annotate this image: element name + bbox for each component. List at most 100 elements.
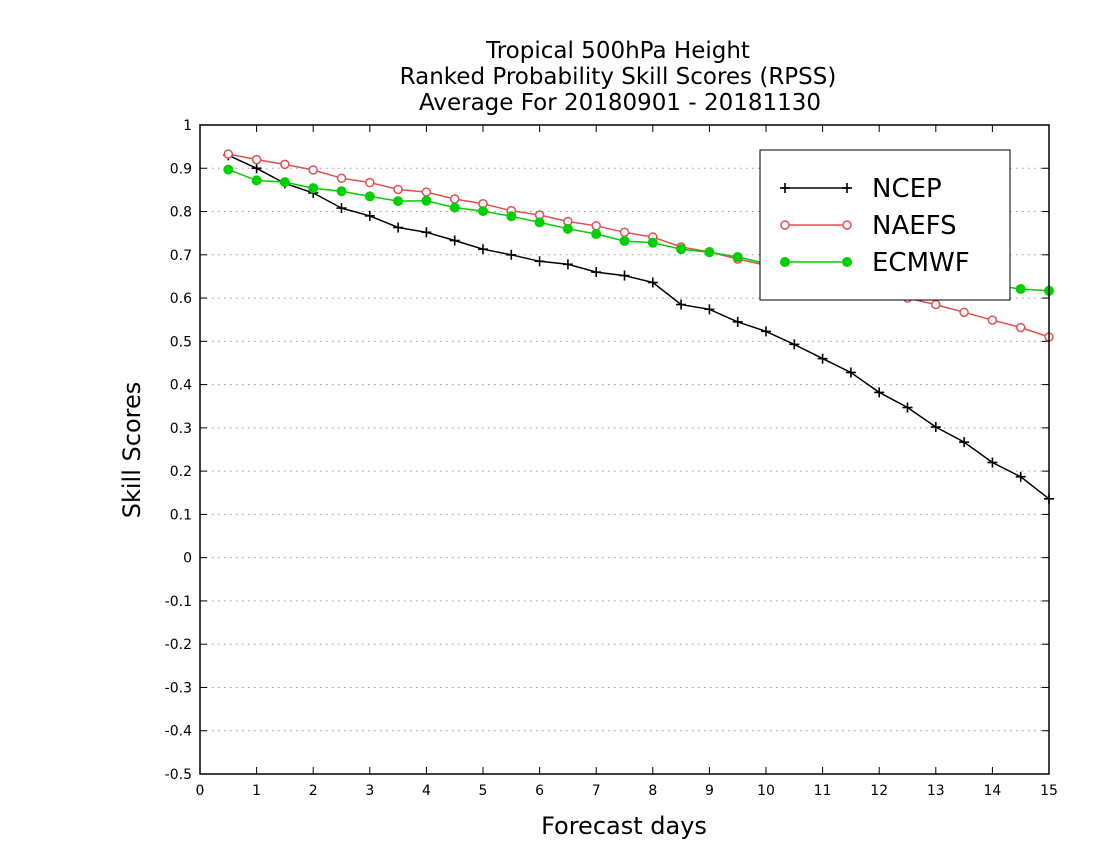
point-naefs: [336, 173, 347, 183]
point-naefs: [308, 165, 318, 175]
point-ecmwf: [676, 244, 687, 255]
point-ecmwf: [393, 196, 404, 207]
x-tick-label: 0: [196, 783, 205, 799]
point-ncep: [987, 457, 998, 468]
point-naefs: [449, 194, 460, 204]
legend: NCEP NAEFS ECMWF: [759, 149, 1011, 301]
point-ncep: [902, 402, 913, 413]
point-naefs: [393, 184, 403, 195]
x-tick-label: 7: [592, 783, 601, 799]
point-ncep: [874, 387, 885, 398]
x-tick-label: 6: [535, 783, 544, 799]
point-ecmwf: [421, 195, 432, 206]
point-ecmwf: [591, 229, 602, 240]
y-tick-label: 1: [183, 118, 192, 134]
y-tick-label: 0.5: [170, 334, 192, 350]
point-naefs: [959, 307, 969, 318]
point-ncep: [506, 249, 517, 260]
point-ecmwf: [562, 223, 573, 234]
legend-label-ncep: NCEP: [872, 174, 942, 204]
series-line-ncep: [227, 154, 1050, 500]
y-tick-label: 0: [183, 551, 192, 567]
y-tick-label: -0.5: [165, 767, 192, 783]
point-naefs: [280, 159, 290, 170]
point-ncep: [336, 203, 347, 214]
legend-marker-ncep: [780, 183, 790, 193]
point-ncep: [761, 326, 771, 337]
legend-marker-ncep: [842, 183, 852, 193]
y-tick-label: -0.2: [165, 637, 192, 653]
point-ecmwf: [478, 206, 488, 217]
chart-title-line-3: Average For 20180901 - 20181130: [419, 90, 821, 116]
point-ncep: [562, 259, 573, 270]
point-naefs: [931, 299, 941, 310]
point-ecmwf: [251, 175, 262, 186]
plot-frame: [199, 124, 1050, 775]
point-ecmwf: [534, 217, 545, 228]
y-tick-label: 0.6: [170, 291, 192, 307]
y-tick-label: 0.4: [170, 378, 192, 394]
point-ecmwf: [364, 191, 375, 202]
x-tick-label: 3: [365, 783, 374, 799]
point-ecmwf: [619, 235, 630, 246]
point-ncep: [704, 304, 715, 315]
point-ecmwf: [308, 183, 319, 194]
point-ecmwf: [1015, 283, 1026, 294]
point-ecmwf: [223, 164, 234, 175]
x-tick-label: 1: [252, 783, 261, 799]
y-tick-label: 0.9: [170, 161, 192, 177]
x-tick-label: 2: [309, 783, 318, 799]
point-ncep: [619, 270, 630, 281]
x-tick-label: 4: [422, 783, 431, 799]
point-ecmwf: [732, 251, 743, 262]
x-tick-label: 13: [927, 783, 945, 799]
point-ncep: [1015, 471, 1026, 482]
point-ncep: [789, 339, 800, 350]
y-tick-label: 0.2: [170, 464, 192, 480]
point-ncep: [591, 267, 602, 278]
point-naefs: [987, 315, 998, 325]
chart-title-line-1: Tropical 500hPa Height: [485, 38, 750, 64]
y-tick-label: -0.1: [165, 594, 192, 610]
x-tick-label: 10: [757, 783, 775, 799]
tick-layer: -0.5 -0.4 -0.3 -0.2 -0.1 0 0.1 0.2 0.3 0.4 0.5 0.6 0…: [165, 118, 1058, 799]
y-tick-label: 0.3: [170, 421, 192, 437]
point-ncep: [421, 227, 432, 238]
y-axis-label: Skill Scores: [118, 382, 146, 519]
y-tick-label: -0.3: [165, 680, 192, 696]
y-tick-label: 0.7: [170, 248, 192, 264]
legend-marker-ecmwf: [842, 257, 852, 267]
point-naefs: [251, 154, 262, 165]
point-ncep: [478, 244, 488, 255]
x-tick-label: 14: [983, 783, 1001, 799]
point-ncep: [959, 437, 970, 448]
point-ncep: [732, 316, 743, 327]
point-naefs: [619, 227, 630, 238]
point-ncep: [676, 299, 687, 310]
x-tick-label: 8: [648, 783, 657, 799]
point-ecmwf: [279, 177, 290, 188]
point-ecmwf: [336, 186, 347, 197]
point-ecmwf: [506, 211, 517, 222]
point-ncep: [817, 353, 828, 364]
legend-label-naefs: NAEFS: [872, 211, 957, 241]
y-tick-label: 0.1: [170, 507, 192, 523]
point-ncep: [251, 163, 262, 174]
point-ncep: [647, 277, 658, 288]
legend-marker-naefs: [842, 220, 852, 230]
point-ncep: [845, 367, 856, 378]
point-ecmwf: [704, 247, 715, 258]
chart-title-line-2: Ranked Probability Skill Scores (RPSS): [400, 64, 837, 90]
y-tick-label: 0.8: [170, 205, 192, 221]
x-tick-label: 9: [705, 783, 714, 799]
x-axis-label: Forecast days: [541, 812, 707, 840]
x-tick-label: 15: [1040, 783, 1058, 799]
point-ncep: [534, 256, 545, 267]
point-ecmwf: [449, 202, 460, 213]
x-tick-label: 12: [870, 783, 888, 799]
point-naefs: [223, 149, 234, 159]
x-tick-label: 5: [479, 783, 488, 799]
point-ncep: [449, 235, 460, 246]
point-ncep: [930, 422, 941, 433]
